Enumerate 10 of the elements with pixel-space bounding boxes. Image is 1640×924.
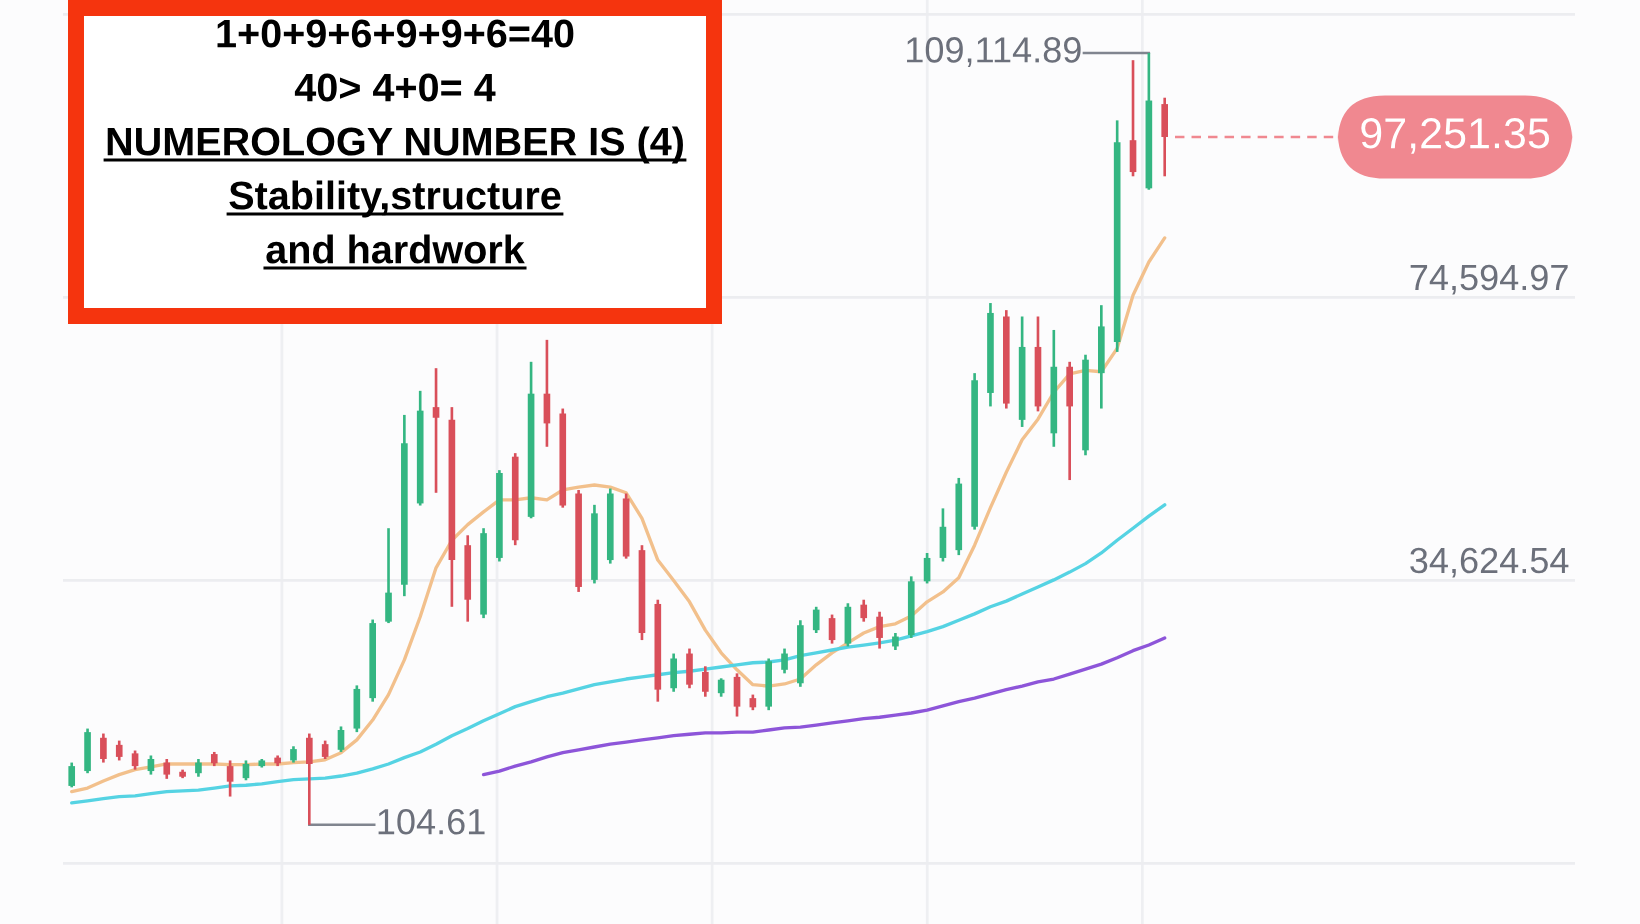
y-tick-label: 34,624.54 (1410, 547, 1569, 578)
ref-line-label: 97,251.35 (1361, 118, 1550, 154)
y-tick-label: 74,594.97 (1410, 264, 1568, 295)
annotation: and hardwork (266, 234, 525, 264)
annotation: NUMEROLOGY NUMBER IS (4) (107, 126, 683, 164)
annotation: 104.61 (378, 808, 485, 835)
annotation: Stability,structure (229, 180, 561, 218)
annotation: 109,114.89 (907, 37, 1081, 67)
annotation: 1+0+9+6+9+9+6=40 (217, 19, 574, 48)
annotation: 40> 4+0= 4 (294, 73, 496, 102)
